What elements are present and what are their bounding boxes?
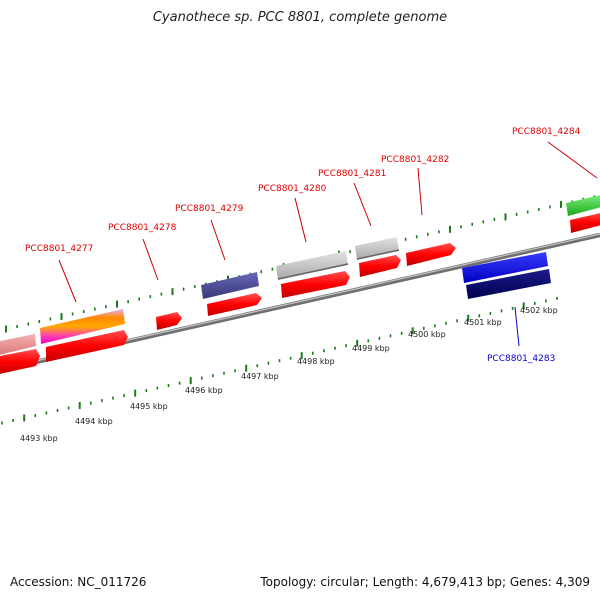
gene-label[interactable]: PCC8801_4279 — [175, 204, 244, 214]
kbp-label: 4498 kbp — [297, 357, 335, 366]
gene-arrow-4284-inner[interactable] — [570, 212, 600, 233]
gene-block-4276[interactable] — [0, 334, 36, 356]
gene-label[interactable]: PCC8801_4284 — [512, 127, 581, 137]
gene-label[interactable]: PCC8801_4277 — [25, 244, 93, 254]
gene-label[interactable]: PCC8801_4283 — [487, 354, 555, 364]
kbp-label: 4497 kbp — [241, 372, 279, 381]
kbp-label: 4494 kbp — [75, 417, 113, 426]
gene-label[interactable]: PCC8801_4280 — [258, 184, 327, 194]
gene-arrow-4278[interactable] — [156, 312, 182, 330]
gene-label[interactable]: PCC8801_4278 — [108, 223, 177, 233]
label-connectors — [58, 141, 598, 347]
reverse-tick-marks — [1, 296, 558, 425]
gene-block-4279[interactable] — [201, 272, 259, 299]
kbp-label: 4501 kbp — [464, 318, 502, 327]
forward-tick-marks — [5, 195, 596, 333]
genome-summary-text: Topology: circular; Length: 4,679,413 bp… — [260, 575, 590, 589]
kbp-label: 4495 kbp — [130, 402, 168, 411]
gene-arrow-4276[interactable] — [0, 349, 40, 375]
gene-arrow-4282[interactable] — [406, 243, 456, 266]
gene-block-4283-navy[interactable] — [466, 269, 551, 299]
kbp-label: 4493 kbp — [20, 434, 58, 443]
map-title: Cyanothece sp. PCC 8801, complete genome — [152, 10, 448, 25]
gene-label[interactable]: PCC8801_4282 — [381, 155, 449, 165]
gene-arrow-4279[interactable] — [207, 293, 262, 316]
gene-arrow-4280[interactable] — [281, 271, 350, 298]
gene-block-4277[interactable] — [40, 309, 125, 344]
kbp-label: 4496 kbp — [185, 386, 223, 395]
gene-arrow-4281[interactable] — [359, 255, 401, 277]
gene-label[interactable]: PCC8801_4281 — [318, 169, 386, 179]
gene-block-4284[interactable] — [566, 194, 600, 216]
gene-block-4283-blue[interactable] — [462, 252, 548, 283]
kbp-label: 4500 kbp — [408, 330, 446, 339]
accession-text: Accession: NC_011726 — [10, 575, 147, 589]
gene-arrow-4277[interactable] — [46, 330, 128, 362]
kbp-label: 4502 kbp — [520, 306, 558, 315]
kbp-label: 4499 kbp — [352, 344, 390, 353]
gene-block-4280[interactable] — [276, 251, 348, 280]
gene-block-4281[interactable] — [355, 237, 399, 260]
